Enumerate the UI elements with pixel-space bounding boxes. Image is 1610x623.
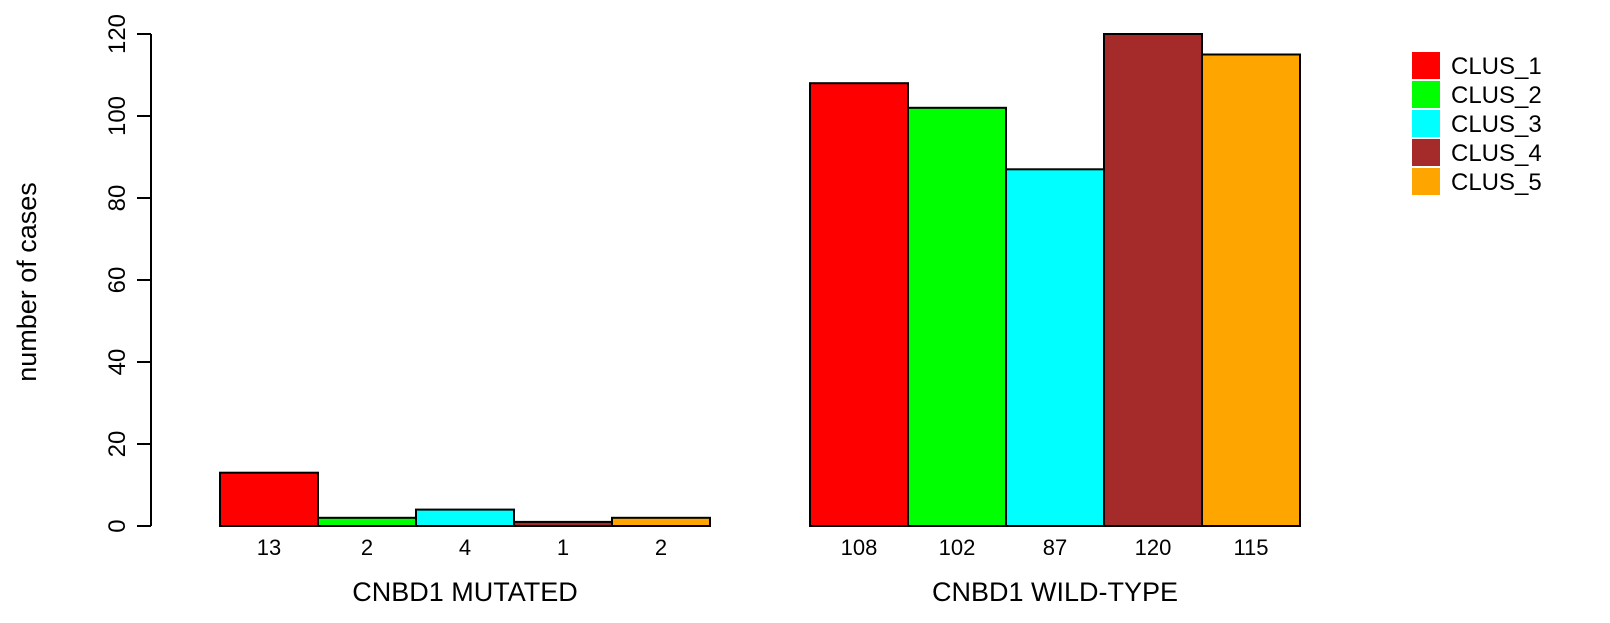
legend-entry-label: CLUS_2 [1451,82,1542,109]
bar [1201,53,1301,527]
bar-value-label: 120 [1135,535,1172,560]
y-axis: 0 20 40 60 80 100 120 [104,14,152,533]
y-tick-label: 120 [104,14,131,54]
bar [611,516,711,527]
y-axis-label: number of cases [12,182,42,382]
legend-entry-label: CLUS_4 [1451,140,1542,167]
legend-entry-label: CLUS_5 [1451,169,1542,196]
group-labels: CNBD1 MUTATED CNBD1 WILD-TYPE [352,577,1178,607]
y-tick-label: 0 [104,519,131,532]
bar [1005,168,1105,528]
group-label: CNBD1 WILD-TYPE [932,577,1178,607]
legend-swatch [1412,168,1440,195]
bar [317,516,417,527]
group-label: CNBD1 MUTATED [352,577,578,607]
legend-entry-label: CLUS_1 [1451,53,1542,80]
bar [1103,33,1203,527]
legend-swatch [1412,52,1440,79]
bar-value-label: 13 [257,535,281,560]
legend-entry-label: CLUS_3 [1451,111,1542,138]
bar-value-labels: 13 2 4 1 2 108 102 87 120 115 [257,535,1269,560]
bars [219,33,1301,528]
bar-value-label: 4 [459,535,471,560]
bar-value-label: 87 [1043,535,1067,560]
bar-value-label: 1 [557,535,569,560]
legend-swatch [1412,139,1440,166]
y-tick-label: 100 [104,96,131,136]
y-tick-label: 20 [104,431,131,458]
bar-value-label: 2 [361,535,373,560]
y-tick-label: 80 [104,185,131,212]
legend-swatch [1412,110,1440,137]
y-tick-label: 40 [104,349,131,376]
y-tick-label: 60 [104,267,131,294]
bar-value-label: 115 [1233,535,1268,560]
legend-swatch [1412,81,1440,108]
bar [513,520,613,528]
bar-value-label: 2 [655,535,667,560]
bar-value-label: 108 [841,535,878,560]
bar [415,508,515,528]
bar [809,82,909,527]
bar [219,471,319,528]
bar-value-label: 102 [939,535,976,560]
bar [907,106,1007,528]
